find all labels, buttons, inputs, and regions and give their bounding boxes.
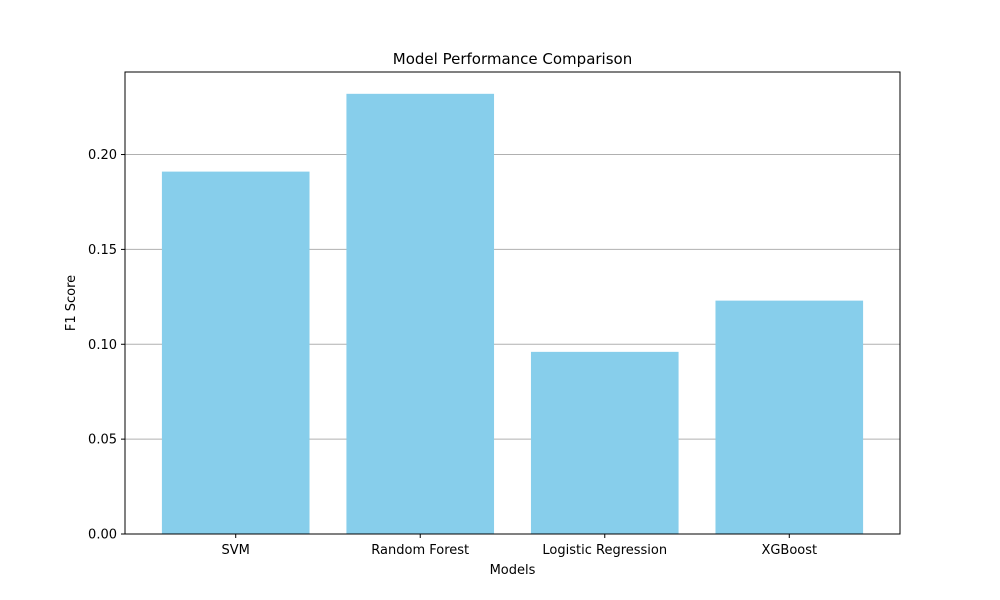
bars	[161, 93, 864, 534]
x-tick-label: Random Forest	[371, 543, 469, 558]
y-tick-label: 0.05	[88, 433, 117, 448]
y-tick-label: 0.00	[88, 528, 117, 543]
x-tick-label: SVM	[222, 543, 250, 558]
bar	[530, 351, 679, 534]
plot-area-frame	[124, 71, 901, 535]
bar	[715, 300, 864, 534]
y-tick-label: 0.20	[88, 148, 117, 163]
bar	[161, 171, 310, 534]
x-axis-ticks: SVM Random Forest Logistic Regression XGBoo…	[222, 534, 817, 558]
y-tick-label: 0.10	[88, 338, 117, 353]
x-axis-title: Models	[490, 563, 536, 578]
y-axis-ticks: 0.00 0.05 0.10 0.15 0.20	[88, 148, 125, 543]
bar	[346, 93, 495, 534]
x-tick-label: XGBoost	[761, 543, 817, 558]
x-tick-label: Logistic Regression	[542, 543, 667, 558]
y-axis-title: F1 Score	[64, 275, 79, 331]
chart-title: Model Performance Comparison	[393, 50, 632, 68]
y-tick-label: 0.15	[88, 243, 117, 258]
